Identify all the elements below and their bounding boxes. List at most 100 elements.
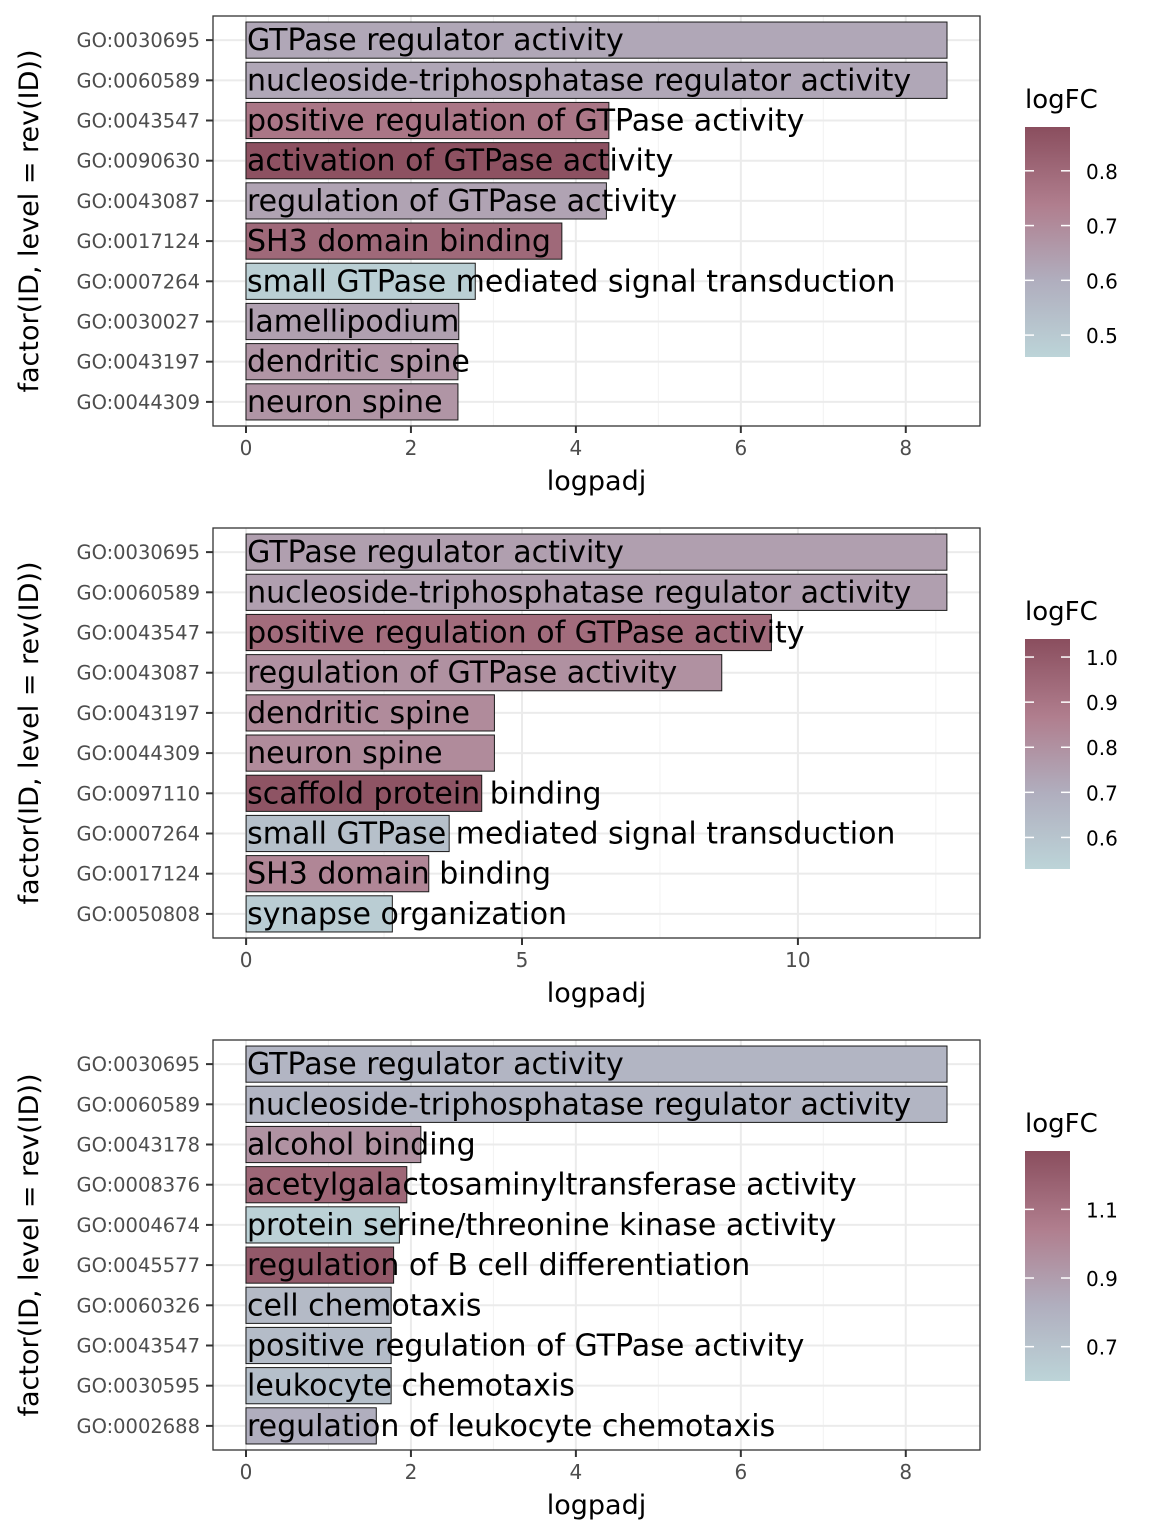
y-tick-label: GO:0060589 bbox=[76, 581, 200, 604]
legend-tick-label: 1.0 bbox=[1086, 646, 1118, 670]
legend-tick-label: 0.8 bbox=[1086, 160, 1118, 184]
x-tick-label: 0 bbox=[240, 436, 253, 460]
bar bbox=[245, 895, 393, 933]
bar bbox=[245, 533, 948, 571]
x-axis-label: logpadj bbox=[547, 1490, 646, 1521]
bar bbox=[245, 1085, 948, 1123]
bar bbox=[245, 734, 495, 772]
y-tick-label: GO:0002688 bbox=[76, 1415, 200, 1438]
legend-tick-label: 0.6 bbox=[1086, 826, 1118, 850]
bar bbox=[245, 222, 563, 260]
y-tick-label: GO:0043547 bbox=[76, 622, 200, 645]
y-axis-label: factor(ID, level = rev(ID)) bbox=[14, 50, 45, 393]
bar bbox=[245, 1407, 377, 1445]
bar bbox=[245, 21, 948, 59]
bar bbox=[245, 61, 948, 99]
bar-description-label: positive regulation of GTPase activity bbox=[247, 1328, 804, 1363]
x-tick-label: 10 bbox=[785, 948, 810, 972]
bar bbox=[245, 774, 483, 812]
bar bbox=[245, 182, 607, 220]
x-axis-label: logpadj bbox=[547, 978, 646, 1009]
bar-description-label: scaffold protein binding bbox=[247, 776, 601, 811]
bar-description-label: small GTPase mediated signal transductio… bbox=[247, 816, 895, 851]
bar-description-label: nucleoside-triphosphatase regulator acti… bbox=[247, 63, 911, 98]
bar-description-label: lamellipodium bbox=[247, 304, 459, 339]
legend-colorbar bbox=[1025, 1151, 1070, 1381]
bar-description-label: dendritic spine bbox=[247, 696, 470, 731]
bar bbox=[245, 814, 450, 853]
bar bbox=[245, 383, 459, 421]
x-tick-label: 2 bbox=[405, 1460, 418, 1484]
x-tick-label: 4 bbox=[570, 436, 583, 460]
bar-description-label: SH3 domain binding bbox=[247, 224, 551, 259]
y-tick-label: GO:0043197 bbox=[76, 351, 200, 374]
bar-description-label: regulation of B cell differentiation bbox=[247, 1248, 750, 1283]
y-tick-label: GO:0043087 bbox=[76, 190, 200, 213]
bar bbox=[245, 1166, 408, 1204]
bar bbox=[245, 142, 610, 180]
bar-description-label: synapse organization bbox=[247, 897, 567, 932]
panel-border bbox=[212, 527, 981, 939]
bar-description-label: neuron spine bbox=[247, 385, 443, 420]
x-tick-label: 5 bbox=[516, 948, 529, 972]
x-tick-label: 2 bbox=[405, 436, 418, 460]
legend-tick-label: 1.1 bbox=[1086, 1198, 1118, 1222]
legend-title: logFC bbox=[1025, 597, 1098, 627]
y-axis-label: factor(ID, level = rev(ID)) bbox=[14, 562, 45, 905]
y-tick-label: GO:0030695 bbox=[76, 1053, 200, 1076]
bar-description-label: protein serine/threonine kinase activity bbox=[247, 1208, 836, 1243]
y-tick-label: GO:0060589 bbox=[76, 69, 200, 92]
legend-title: logFC bbox=[1025, 85, 1098, 115]
y-tick-label: GO:0090630 bbox=[76, 150, 200, 173]
bar-description-label: GTPase regulator activity bbox=[247, 535, 624, 570]
panel-border bbox=[212, 1039, 981, 1451]
bar bbox=[245, 1326, 392, 1365]
y-tick-label: GO:0043087 bbox=[76, 662, 200, 685]
bar-description-label: activation of GTPase activity bbox=[247, 144, 673, 179]
y-tick-label: GO:0044309 bbox=[76, 391, 200, 414]
bar bbox=[245, 1286, 392, 1324]
bar bbox=[245, 1246, 395, 1284]
y-axis-label: factor(ID, level = rev(ID)) bbox=[14, 1074, 45, 1417]
legend-colorbar bbox=[1025, 127, 1070, 357]
bar-description-label: alcohol binding bbox=[247, 1128, 476, 1163]
bar bbox=[245, 573, 948, 611]
bar-description-label: GTPase regulator activity bbox=[247, 23, 624, 58]
bar-description-label: SH3 domain binding bbox=[247, 857, 551, 892]
bar bbox=[245, 654, 723, 692]
bar-description-label: dendritic spine bbox=[247, 345, 470, 380]
y-tick-label: GO:0030695 bbox=[76, 29, 200, 52]
bar-description-label: leukocyte chemotaxis bbox=[247, 1369, 575, 1404]
x-tick-label: 8 bbox=[899, 436, 912, 460]
y-tick-label: GO:0017124 bbox=[76, 863, 200, 886]
legend-tick-label: 0.8 bbox=[1086, 736, 1118, 760]
y-tick-label: GO:0007264 bbox=[76, 270, 200, 293]
bar bbox=[245, 1045, 948, 1083]
y-tick-label: GO:0043547 bbox=[76, 110, 200, 133]
legend-tick-label: 0.9 bbox=[1086, 691, 1118, 715]
y-tick-label: GO:0060326 bbox=[76, 1294, 200, 1317]
legend-tick-label: 0.7 bbox=[1086, 781, 1118, 805]
y-tick-label: GO:0030595 bbox=[76, 1375, 200, 1398]
bar-description-label: nucleoside-triphosphatase regulator acti… bbox=[247, 575, 911, 610]
legend-colorbar bbox=[1025, 639, 1070, 869]
bar bbox=[245, 1125, 422, 1164]
bar-description-label: positive regulation of GTPase activity bbox=[247, 104, 804, 139]
bar bbox=[245, 101, 610, 140]
bar-description-label: nucleoside-triphosphatase regulator acti… bbox=[247, 1087, 911, 1122]
y-tick-label: GO:0008376 bbox=[76, 1174, 200, 1197]
bar-description-label: regulation of GTPase activity bbox=[247, 656, 677, 691]
x-tick-label: 6 bbox=[734, 1460, 747, 1484]
y-tick-label: GO:0004674 bbox=[76, 1214, 200, 1237]
bar bbox=[245, 1367, 392, 1405]
x-tick-label: 0 bbox=[240, 948, 253, 972]
legend-tick-label: 0.7 bbox=[1086, 1336, 1118, 1360]
panel-border bbox=[212, 15, 981, 427]
legend-tick-label: 0.6 bbox=[1086, 269, 1118, 293]
y-tick-label: GO:0017124 bbox=[76, 230, 200, 253]
x-tick-label: 4 bbox=[570, 1460, 583, 1484]
bar bbox=[245, 694, 495, 732]
y-tick-label: GO:0043178 bbox=[76, 1134, 200, 1157]
bar-description-label: regulation of leukocyte chemotaxis bbox=[247, 1409, 775, 1444]
